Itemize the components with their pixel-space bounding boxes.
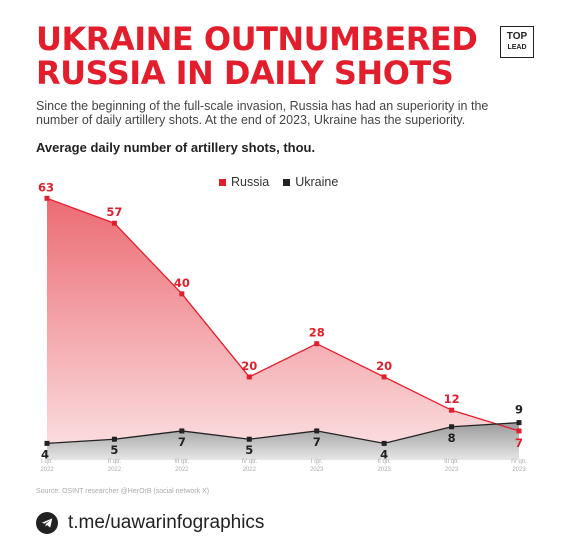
data-label-russia-2: 40 [174, 276, 190, 290]
point-ukraine-4 [314, 428, 320, 434]
data-label-ukraine-4: 7 [313, 435, 321, 449]
point-russia-1 [111, 220, 117, 226]
subtitle-line-2: number of daily artillery shots. At the … [36, 113, 466, 127]
point-ukraine-5 [381, 440, 387, 446]
data-label-ukraine-1: 5 [110, 443, 118, 457]
data-label-russia-7: 7 [515, 436, 523, 450]
point-russia-3 [246, 374, 252, 380]
data-label-russia-0: 63 [38, 180, 54, 194]
point-russia-6 [449, 407, 455, 413]
telegram-icon [36, 512, 58, 534]
x-tick-quarter-2: III qtr. [174, 459, 189, 465]
subtitle-line-1: Since the beginning of the full-scale in… [36, 99, 489, 113]
x-tick-quarter-4: I qtr. [311, 459, 323, 465]
x-tick-year-2: 2022 [175, 467, 189, 473]
line-ukraine [46, 421, 520, 445]
x-tick-year-0: 2022 [40, 467, 54, 473]
legend-label-ukraine: Ukraine [295, 175, 339, 189]
point-ukraine-7 [516, 420, 522, 426]
data-label-russia-1: 57 [106, 205, 122, 219]
x-tick-year-4: 2023 [310, 467, 324, 473]
x-tick-year-5: 2023 [377, 467, 391, 473]
data-label-russia-6: 12 [444, 392, 460, 406]
footer-link[interactable]: t.me/uawarinfographics [68, 512, 265, 533]
data-label-ukraine-5: 4 [380, 447, 388, 461]
data-label-ukraine-7: 9 [515, 403, 523, 417]
x-tick-quarter-6: III qtr. [444, 459, 459, 465]
x-tick-quarter-0: I qtr. [41, 459, 53, 465]
point-russia-7 [516, 428, 522, 434]
data-label-russia-4: 28 [309, 326, 325, 340]
data-label-ukraine-3: 5 [245, 443, 253, 457]
point-russia-5 [381, 374, 387, 380]
area-ukraine [47, 422, 519, 460]
x-tick-quarter-5: II qtr. [377, 459, 391, 465]
chart-title: Average daily number of artillery shots,… [36, 140, 316, 155]
legend-label-russia: Russia [231, 175, 270, 189]
subtitle: Since the beginning of the full-scale in… [36, 99, 536, 127]
x-tick-quarter-1: II qtr. [108, 459, 122, 465]
point-ukraine-3 [246, 436, 252, 442]
page-title: UKRAINE OUTNUMBERED RUSSIA IN DAILY SHOT… [36, 22, 496, 90]
x-tick-quarter-3: IV qtr. [241, 459, 257, 465]
point-ukraine-1 [111, 436, 117, 442]
point-ukraine-6 [449, 424, 455, 430]
title-line-2: RUSSIA IN DAILY SHOTS [36, 54, 454, 92]
title-line-1: UKRAINE OUTNUMBERED [36, 20, 478, 58]
data-label-russia-5: 20 [376, 359, 392, 373]
logo-line-2: LEAD [507, 44, 527, 51]
top-lead-logo: TOP LEAD [500, 26, 534, 58]
x-tick-quarter-7: IV qtr. [511, 459, 527, 465]
point-ukraine-2 [179, 428, 185, 434]
x-tick-year-1: 2022 [108, 467, 122, 473]
legend-swatch-russia [219, 178, 226, 186]
area-russia [47, 198, 519, 461]
x-tick-year-7: 2023 [512, 467, 526, 473]
data-label-russia-3: 20 [241, 359, 257, 373]
source-note: Source: OSINT researcher @HerOrB (social… [36, 488, 210, 495]
legend: Russia Ukraine [219, 175, 338, 189]
legend-swatch-ukraine [283, 178, 291, 186]
data-label-ukraine-2: 7 [178, 435, 186, 449]
point-russia-2 [179, 291, 185, 297]
point-russia-0 [44, 195, 50, 201]
x-tick-year-3: 2022 [243, 467, 257, 473]
line-russia [46, 197, 520, 432]
data-label-ukraine-6: 8 [448, 431, 456, 445]
logo-line-1: TOP [506, 31, 528, 42]
data-label-ukraine-0: 4 [41, 447, 49, 461]
x-tick-year-6: 2023 [445, 467, 459, 473]
point-russia-4 [314, 341, 320, 347]
legend-item-ukraine: Ukraine [283, 175, 338, 189]
legend-item-russia: Russia [219, 175, 269, 189]
point-ukraine-0 [44, 440, 50, 446]
footer: t.me/uawarinfographics [36, 512, 264, 534]
